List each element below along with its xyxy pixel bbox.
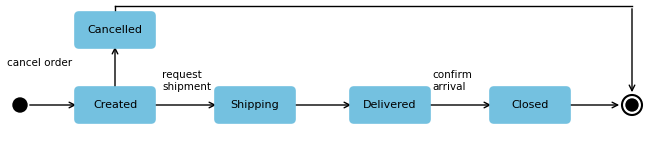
FancyBboxPatch shape: [350, 87, 430, 123]
Text: confirm
arrival: confirm arrival: [432, 70, 472, 92]
FancyBboxPatch shape: [215, 87, 295, 123]
Text: cancel order: cancel order: [7, 58, 72, 68]
Circle shape: [13, 98, 27, 112]
Circle shape: [626, 99, 638, 111]
Text: Created: Created: [93, 100, 137, 110]
FancyBboxPatch shape: [75, 87, 155, 123]
Text: Cancelled: Cancelled: [88, 25, 143, 35]
Text: Closed: Closed: [511, 100, 549, 110]
Text: Shipping: Shipping: [231, 100, 279, 110]
Text: Delivered: Delivered: [363, 100, 417, 110]
FancyBboxPatch shape: [490, 87, 570, 123]
Text: request
shipment: request shipment: [162, 70, 211, 92]
Circle shape: [622, 95, 642, 115]
FancyBboxPatch shape: [75, 12, 155, 48]
